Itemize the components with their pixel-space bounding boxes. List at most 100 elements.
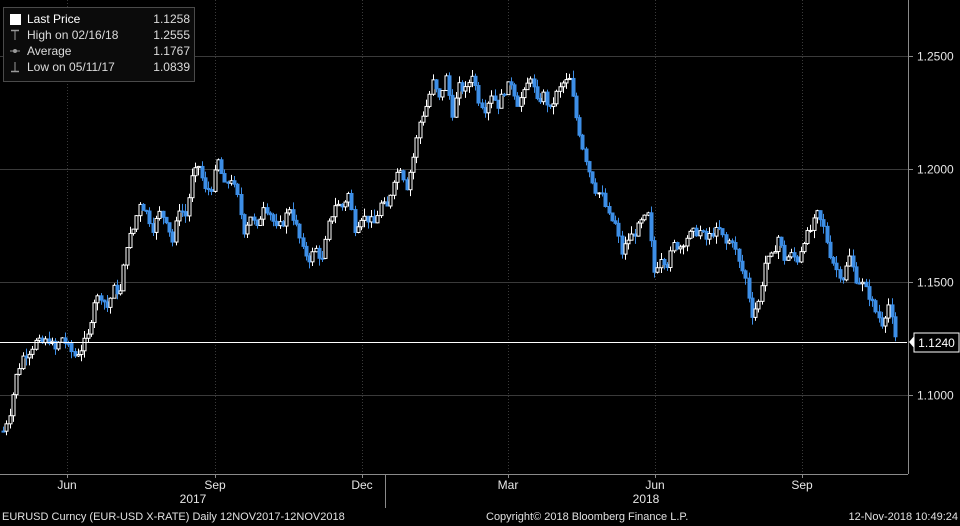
- price-bar: [623, 243, 628, 255]
- price-bar: [333, 205, 338, 218]
- price-bar: [434, 79, 439, 90]
- price-bar: [147, 210, 152, 225]
- price-bar: [571, 77, 576, 97]
- price-bar: [854, 266, 859, 284]
- price-bar: [222, 173, 227, 183]
- price-bar: [740, 260, 745, 272]
- price-bar: [886, 304, 891, 319]
- price-bar: [294, 219, 299, 225]
- legend-item-low: Low on 05/11/17 1.0839: [8, 59, 190, 75]
- price-bar: [76, 353, 81, 357]
- price-bar: [883, 317, 888, 327]
- price-bar: [284, 212, 289, 227]
- price-bar: [636, 222, 641, 237]
- price-bar: [607, 206, 612, 214]
- y-tick-label: 1.2500: [917, 50, 954, 64]
- price-bar: [561, 82, 566, 88]
- price-bar: [773, 251, 778, 254]
- price-bar: [248, 216, 253, 226]
- price-bar: [580, 134, 585, 150]
- price-bar: [353, 209, 358, 233]
- price-bar: [525, 82, 530, 91]
- price-bar: [440, 90, 445, 98]
- price-bar: [219, 159, 224, 175]
- x-month-label: Sep: [204, 478, 226, 492]
- price-bar: [336, 203, 341, 207]
- price-bar: [655, 267, 660, 273]
- price-bar: [522, 89, 527, 99]
- ticker-description: EURUSD Curncy (EUR-USD X-RATE) Daily 12N…: [2, 511, 345, 523]
- price-bar: [694, 227, 699, 237]
- price-bars: [1, 70, 898, 436]
- price-bar: [99, 295, 104, 301]
- price-bar: [805, 230, 810, 245]
- price-bar: [424, 105, 429, 117]
- price-bar: [675, 242, 680, 250]
- price-bar: [27, 353, 32, 359]
- price-bar: [121, 264, 126, 292]
- price-bar: [388, 194, 393, 207]
- price-bar: [786, 256, 791, 261]
- price-bar: [304, 245, 309, 257]
- price-bar: [799, 251, 804, 263]
- price-bar: [200, 165, 205, 179]
- average-marker-icon: [8, 44, 22, 58]
- last-price-tag-label: 1.1240: [918, 336, 955, 350]
- price-bar: [177, 210, 182, 222]
- price-bar: [69, 342, 74, 353]
- price-bar: [239, 194, 244, 216]
- price-bar: [63, 337, 68, 344]
- x-month-label: Mar: [498, 478, 519, 492]
- price-bar: [476, 85, 481, 104]
- price-bar: [616, 222, 621, 237]
- price-bar: [95, 295, 100, 304]
- price-bar: [323, 238, 328, 259]
- price-bar: [310, 251, 315, 263]
- price-bar: [737, 248, 742, 262]
- price-bar: [545, 91, 550, 106]
- price-bar: [717, 226, 722, 230]
- copyright-text: Copyright© 2018 Bloomberg Finance L.P.: [486, 511, 689, 523]
- high-marker-icon: [8, 28, 22, 42]
- price-bar: [678, 246, 683, 250]
- price-bar: [108, 297, 113, 308]
- price-bar: [392, 181, 397, 196]
- price-bar: [356, 226, 361, 233]
- price-bar: [362, 215, 367, 221]
- price-bar: [486, 102, 491, 114]
- price-bar: [317, 247, 322, 259]
- price-bar: [265, 207, 270, 214]
- last-price-tag: 1.1240: [909, 332, 960, 353]
- price-bar: [421, 115, 426, 123]
- price-bar: [401, 170, 406, 181]
- price-bar: [164, 216, 169, 224]
- legend-item-last-price: Last Price 1.1258: [8, 11, 190, 27]
- price-bar: [473, 75, 478, 87]
- price-bar: [291, 209, 296, 221]
- legend-value: 1.2555: [153, 28, 190, 42]
- price-bar: [613, 220, 618, 224]
- price-bar: [154, 217, 159, 233]
- legend-item-high: High on 02/16/18 1.2555: [8, 27, 190, 43]
- price-bar: [330, 216, 335, 222]
- legend-label: Average: [27, 44, 72, 58]
- chart-legend: Last Price 1.1258 High on 02/16/18 1.255…: [3, 7, 195, 82]
- price-bar: [206, 187, 211, 191]
- price-bar: [252, 216, 257, 221]
- price-bar: [4, 423, 9, 432]
- price-bar: [724, 234, 729, 244]
- price-bar: [213, 169, 218, 192]
- price-bar: [258, 218, 263, 226]
- price-bar: [747, 277, 752, 299]
- price-bar: [11, 394, 16, 417]
- price-bar: [873, 300, 878, 313]
- y-tick-label: 1.2000: [917, 163, 954, 177]
- price-bar: [558, 86, 563, 92]
- price-bar: [131, 228, 136, 234]
- price-bar: [779, 236, 784, 246]
- price-bar: [301, 237, 306, 247]
- square-swatch-icon: [8, 12, 22, 26]
- y-axis: 1.1000 1.1500 1.2000 1.2500: [908, 50, 954, 403]
- price-bar: [261, 207, 266, 220]
- price-bar: [877, 311, 882, 319]
